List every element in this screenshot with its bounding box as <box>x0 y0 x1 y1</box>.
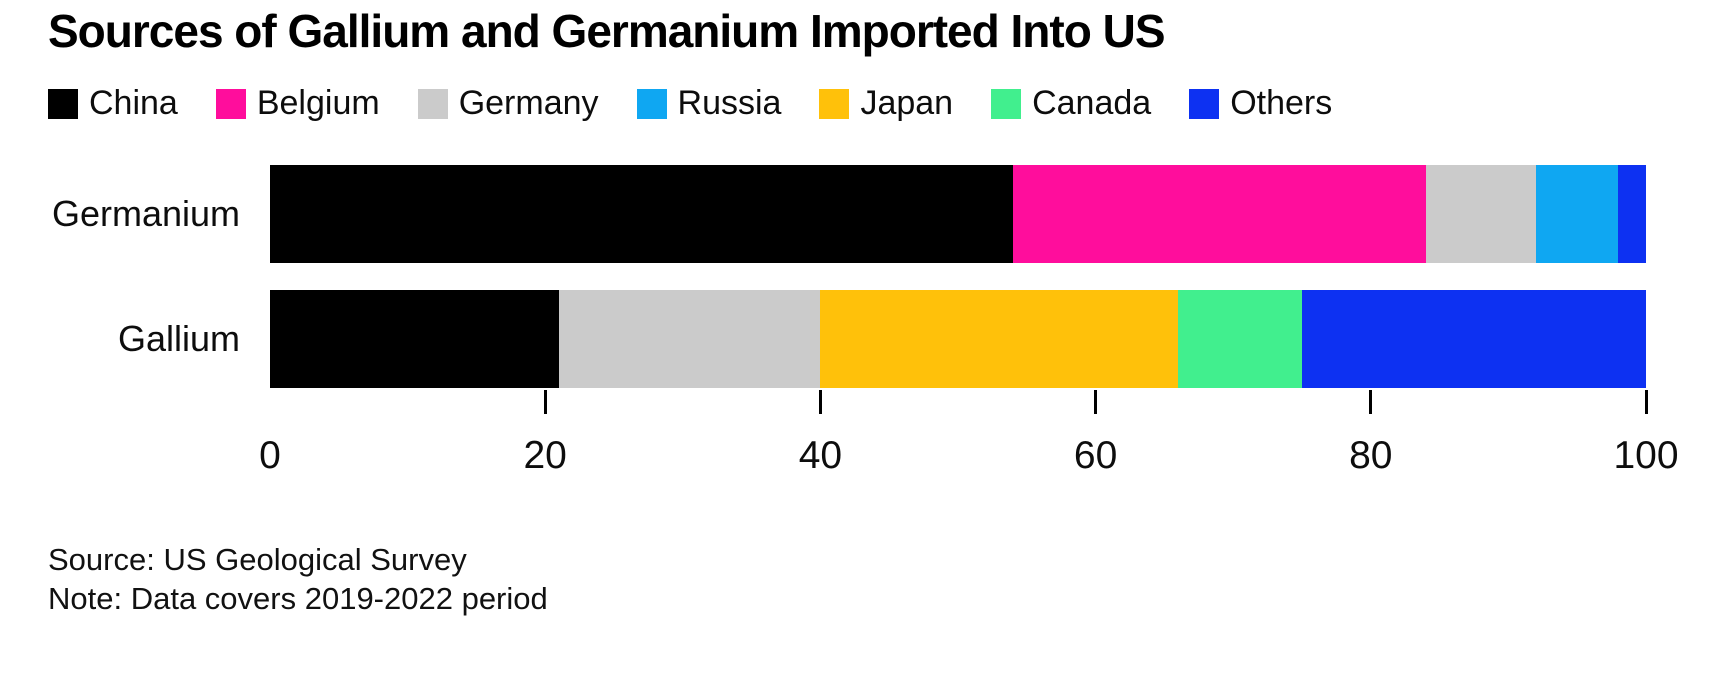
bar-segment-gallium-japan <box>820 290 1179 388</box>
axis-tick-40 <box>818 390 822 414</box>
legend-swatch-others <box>1189 88 1220 119</box>
legend-item-others: Others <box>1189 84 1332 123</box>
bar-segment-gallium-germany <box>558 290 821 388</box>
legend-item-canada: Canada <box>991 84 1151 123</box>
bar-segment-gallium-china <box>270 290 559 388</box>
legend-label-others: Others <box>1230 84 1333 122</box>
bar-germanium <box>270 165 1646 263</box>
bar-row-germanium: Germanium <box>0 165 1732 263</box>
legend-item-japan: Japan <box>819 84 953 123</box>
legend-swatch-japan <box>819 88 850 119</box>
axis-tick-80 <box>1369 390 1373 414</box>
axis-label-80: 80 <box>1349 434 1393 477</box>
axis-label-40: 40 <box>798 434 843 477</box>
bar-row-gallium: Gallium <box>0 290 1732 388</box>
axis-label-100: 100 <box>1613 434 1679 477</box>
bar-gallium <box>270 290 1646 388</box>
legend-item-china: China <box>48 84 178 123</box>
bar-segment-germanium-belgium <box>1013 165 1426 263</box>
axis-label-60: 60 <box>1073 434 1118 477</box>
legend-item-russia: Russia <box>636 84 782 123</box>
bar-segment-gallium-canada <box>1178 290 1302 388</box>
legend-label-china: China <box>89 84 178 122</box>
row-label-germanium: Germanium <box>51 193 240 234</box>
axis-tick-20 <box>543 390 547 414</box>
legend-swatch-belgium <box>215 88 246 119</box>
legend-swatch-russia <box>636 88 667 119</box>
legend-item-belgium: Belgium <box>215 84 380 123</box>
legend-swatch-canada <box>991 88 1022 119</box>
bar-segment-gallium-others <box>1301 290 1646 388</box>
axis-label-20: 20 <box>523 434 567 477</box>
legend-label-russia: Russia <box>677 84 782 122</box>
axis-tick-100 <box>1644 390 1648 414</box>
legend-label-belgium: Belgium <box>256 84 380 122</box>
chart-title: Sources of Gallium and Germanium Importe… <box>48 5 1165 57</box>
period-note: Note: Data covers 2019-2022 period <box>48 581 548 616</box>
axis-tick-60 <box>1094 390 1098 414</box>
legend-swatch-china <box>48 88 78 119</box>
legend-swatch-germany <box>417 88 448 119</box>
bar-segment-germanium-china <box>270 165 1014 263</box>
legend: China Belgium Germany Russia Japan Canada Othe… <box>48 84 1332 123</box>
bar-segment-germanium-russia <box>1535 165 1619 263</box>
source-note: Source: US Geological Survey <box>48 542 467 577</box>
legend-label-germany: Germany <box>458 84 599 122</box>
bar-segment-germanium-others <box>1618 165 1646 263</box>
bar-segment-germanium-germany <box>1425 165 1536 263</box>
legend-label-japan: Japan <box>860 84 954 122</box>
row-label-gallium: Gallium <box>117 318 240 359</box>
axis-label-0: 0 <box>259 434 281 477</box>
legend-label-canada: Canada <box>1032 84 1152 122</box>
legend-item-germany: Germany <box>417 84 599 123</box>
